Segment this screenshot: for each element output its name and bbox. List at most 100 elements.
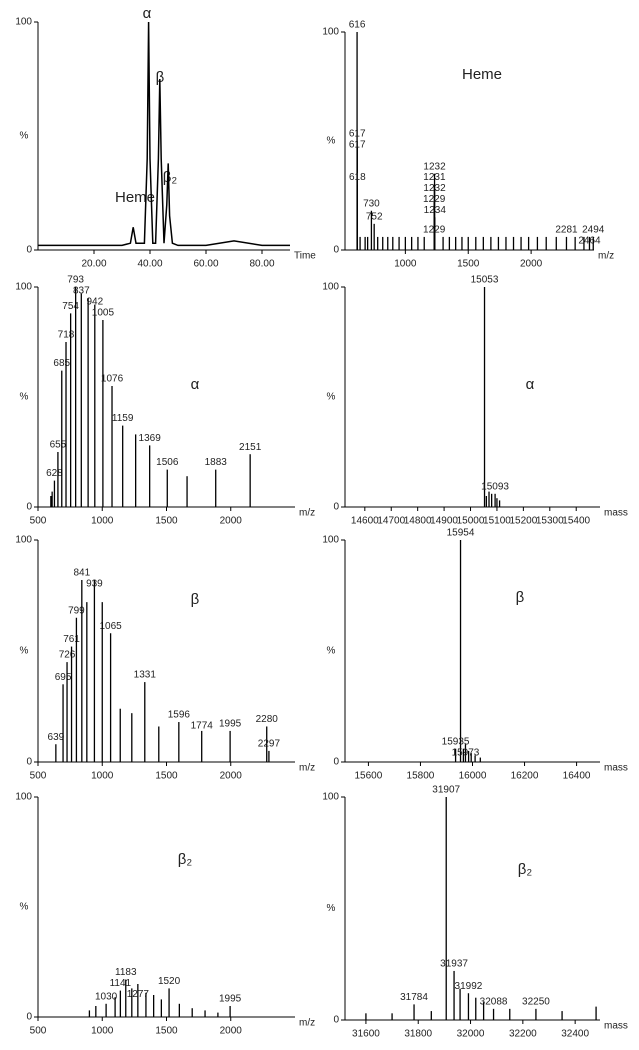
y-tick-label: 100 <box>322 792 339 803</box>
y-tick-label: 0 <box>26 502 32 513</box>
peak-label: 793 <box>67 275 84 286</box>
peak-label: 2464 <box>578 236 601 247</box>
x-tick-label: 15400 <box>562 516 590 527</box>
peak-label: 1331 <box>134 670 157 681</box>
x-tick-label: 15800 <box>407 771 435 782</box>
y-tick-label: 100 <box>322 535 339 546</box>
x-tick-label: 14600 <box>351 516 379 527</box>
peak-label: 1369 <box>139 433 162 444</box>
y-tick-label: 0 <box>26 757 32 768</box>
y-tick-label: 100 <box>15 17 32 28</box>
peak-label: 1774 <box>191 721 214 732</box>
annotation: β <box>191 591 200 608</box>
trace <box>38 21 290 247</box>
peak-label: 639 <box>48 732 65 743</box>
x-tick-label: 1000 <box>394 259 417 270</box>
peak-label: 15973 <box>452 747 480 758</box>
peak-label: 617 <box>349 129 366 140</box>
x-axis-label: m/z <box>299 763 315 774</box>
peak-label: 618 <box>349 172 366 183</box>
x-tick-label: 1000 <box>91 1026 114 1037</box>
peak-label: 841 <box>73 568 90 579</box>
y-axis-label: % <box>327 392 336 403</box>
peak-label: 2281 <box>555 225 578 236</box>
peak-label: 726 <box>59 650 76 661</box>
x-axis-label: m/z <box>299 508 315 519</box>
x-tick-label: 31800 <box>404 1029 432 1040</box>
annotation: β₂ <box>178 851 193 868</box>
peak-label: 1030 <box>95 991 118 1002</box>
x-tick-label: 500 <box>30 771 47 782</box>
peak-label: 2494 <box>582 225 605 236</box>
peak-label: 1159 <box>112 413 134 424</box>
peak-label: 1506 <box>156 457 179 468</box>
y-axis-label: % <box>327 646 336 657</box>
x-tick-label: 32000 <box>457 1029 485 1040</box>
peak-label: 616 <box>349 20 366 31</box>
peak-label: 685 <box>53 358 70 369</box>
annotation: β₂ <box>163 169 178 186</box>
x-axis-label: mass <box>604 1021 628 1032</box>
x-tick-label: 2000 <box>220 516 243 527</box>
x-tick-label: 14700 <box>377 516 405 527</box>
peak-label: 1005 <box>92 308 115 319</box>
peak-label: 15093 <box>481 481 509 492</box>
peak-label: 799 <box>68 605 85 616</box>
peak-label: 1231 <box>423 172 446 183</box>
peak-label: 32250 <box>522 996 550 1007</box>
x-tick-label: 14900 <box>430 516 458 527</box>
x-tick-label: 1000 <box>91 771 114 782</box>
peak-label: 1232 <box>423 183 446 194</box>
x-tick-label: 1500 <box>155 516 178 527</box>
peak-label: 942 <box>86 297 103 308</box>
peak-label: 1234 <box>424 205 447 216</box>
peak-label: 15954 <box>447 528 475 539</box>
y-tick-label: 0 <box>26 245 32 256</box>
y-axis-label: % <box>20 131 29 142</box>
annotation: Heme <box>115 189 155 206</box>
peak-label: 695 <box>55 672 72 683</box>
peak-label: 31907 <box>432 785 460 796</box>
y-tick-label: 100 <box>15 282 32 293</box>
annotation: β <box>516 589 525 606</box>
x-tick-label: 20.00 <box>81 259 106 270</box>
x-tick-label: 1500 <box>457 259 480 270</box>
y-axis-label: % <box>327 136 336 147</box>
peak-label: 31992 <box>455 981 483 992</box>
y-tick-label: 0 <box>333 502 339 513</box>
y-tick-label: 100 <box>15 792 32 803</box>
peak-label: 1520 <box>158 976 181 987</box>
x-tick-label: 14800 <box>404 516 432 527</box>
peak-label: 837 <box>73 286 90 297</box>
y-tick-label: 0 <box>333 757 339 768</box>
peak-label: 1995 <box>219 719 242 730</box>
peak-label: 718 <box>58 330 75 341</box>
peak-label: 31784 <box>400 992 428 1003</box>
peak-label: 1229 <box>423 194 446 205</box>
x-tick-label: 15600 <box>355 771 383 782</box>
peak-label: 15935 <box>442 736 470 747</box>
x-tick-label: 15100 <box>483 516 511 527</box>
peak-label: 31937 <box>440 959 468 970</box>
peak-label: 1065 <box>99 621 122 632</box>
y-tick-label: 100 <box>322 282 339 293</box>
x-tick-label: 1500 <box>155 1026 178 1037</box>
x-axis-label: m/z <box>299 1018 315 1029</box>
y-tick-label: 0 <box>26 1012 32 1023</box>
peak-label: 1076 <box>101 374 124 385</box>
y-tick-label: 100 <box>322 27 339 38</box>
annotation: β <box>156 69 165 86</box>
annotation: α <box>526 376 535 393</box>
y-axis-label: % <box>20 646 29 657</box>
peak-label: 754 <box>62 301 79 312</box>
peak-label: 752 <box>366 211 383 222</box>
y-axis-label: % <box>20 902 29 913</box>
x-tick-label: 15200 <box>509 516 537 527</box>
peak-label: 1141 <box>110 978 132 989</box>
x-tick-label: 40.00 <box>137 259 162 270</box>
y-tick-label: 0 <box>333 1015 339 1026</box>
peak-label: 1883 <box>205 457 228 468</box>
x-tick-label: 15000 <box>457 516 485 527</box>
x-tick-label: 31600 <box>352 1029 380 1040</box>
